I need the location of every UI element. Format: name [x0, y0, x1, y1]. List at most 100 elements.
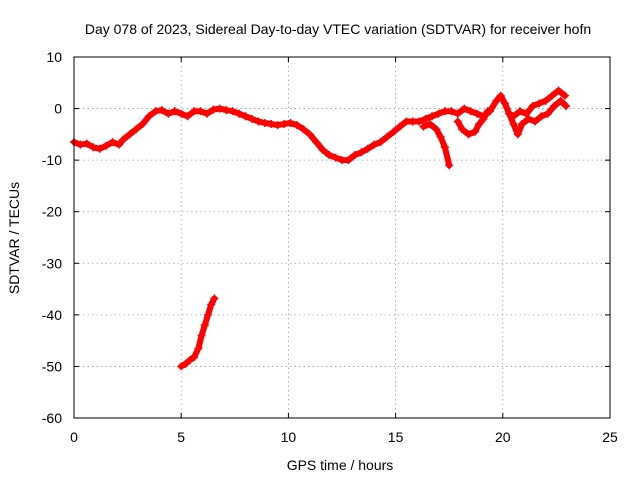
- plot-frame: [73, 56, 611, 419]
- data-point: [299, 125, 308, 134]
- data-point: [466, 107, 475, 116]
- data-point: [102, 141, 111, 150]
- data-point: [434, 109, 443, 118]
- data-point: [318, 145, 327, 154]
- data-point: [483, 107, 492, 116]
- data-point: [312, 138, 321, 147]
- data-point: [370, 140, 379, 149]
- series-lower: [177, 294, 219, 371]
- data-point: [535, 99, 544, 108]
- data-point: [513, 130, 522, 139]
- data-point: [200, 321, 209, 330]
- data-point: [445, 161, 454, 170]
- data-point: [492, 96, 501, 105]
- data-point: [181, 359, 190, 368]
- y-tick-label: -30: [42, 255, 62, 271]
- data-point: [389, 127, 398, 136]
- data-point: [419, 122, 428, 131]
- data-point: [207, 300, 216, 309]
- chart-title: Day 078 of 2023, Sidereal Day-to-day VTE…: [85, 21, 591, 37]
- data-point: [228, 107, 237, 116]
- data-point: [344, 156, 353, 165]
- data-point: [196, 107, 205, 116]
- y-tick-label: -10: [42, 152, 62, 168]
- data-point: [115, 140, 124, 149]
- data-point: [425, 120, 434, 129]
- x-tick-label: 15: [388, 429, 404, 445]
- data-point: [183, 112, 192, 121]
- data-point: [550, 101, 559, 110]
- data-point: [473, 109, 482, 118]
- data-point: [76, 140, 85, 149]
- data-point: [464, 130, 473, 139]
- data-point: [222, 106, 231, 115]
- data-point: [267, 120, 276, 129]
- data-point: [479, 114, 488, 123]
- data-point: [357, 148, 366, 157]
- series-trace: [178, 295, 218, 370]
- data-point: [518, 120, 527, 129]
- data-point: [280, 120, 289, 129]
- data-point: [537, 112, 546, 121]
- data-point: [177, 109, 186, 118]
- data-point: [260, 119, 269, 128]
- data-point: [509, 120, 518, 129]
- data-point: [428, 112, 437, 121]
- data-point: [132, 125, 141, 134]
- data-point: [530, 117, 539, 126]
- data-point: [554, 86, 563, 95]
- axis-ticks: 0 5 10 15 20 25 10 0 -10 -20 -30 -40 -50 -60: [42, 49, 618, 445]
- data-point: [254, 117, 263, 126]
- data-point: [215, 104, 224, 113]
- data-point: [170, 107, 179, 116]
- y-tick-label: 10: [46, 49, 62, 65]
- data-point: [458, 125, 467, 134]
- data-point: [528, 101, 537, 110]
- data-point: [500, 99, 509, 108]
- series-loop-17: [419, 120, 454, 170]
- data-point: [273, 121, 282, 130]
- data-point: [305, 130, 314, 139]
- series-main: [70, 86, 569, 165]
- x-tick-label: 0: [70, 429, 78, 445]
- data-point: [331, 153, 340, 162]
- data-point: [453, 109, 462, 118]
- data-point: [524, 114, 533, 123]
- y-tick-label: -40: [42, 307, 62, 323]
- data-point: [247, 114, 256, 123]
- data-point: [543, 109, 552, 118]
- data-point: [241, 112, 250, 121]
- data-point: [108, 138, 117, 147]
- data-point: [125, 130, 134, 139]
- data-point: [209, 105, 218, 114]
- y-tick-label: -60: [42, 410, 62, 426]
- series-loop-18: [453, 107, 492, 139]
- data-point: [522, 109, 531, 118]
- data-point: [363, 144, 372, 153]
- data-point: [82, 139, 91, 148]
- data-point: [164, 109, 173, 118]
- data-point: [138, 120, 147, 129]
- data-point: [475, 120, 484, 129]
- data-point: [470, 127, 479, 136]
- data-point: [447, 107, 456, 116]
- data-point: [325, 150, 334, 159]
- series-loop-20: [505, 96, 571, 139]
- data-point: [376, 138, 385, 147]
- data-point: [505, 109, 514, 118]
- data-point: [95, 144, 104, 153]
- data-point: [421, 114, 430, 123]
- data-point: [145, 112, 154, 121]
- data-point: [177, 362, 186, 371]
- data-point: [185, 356, 194, 365]
- data-point: [460, 104, 469, 113]
- data-point: [151, 107, 160, 116]
- data-point: [432, 125, 441, 134]
- data-point: [204, 310, 212, 319]
- data-series: [70, 86, 571, 371]
- data-point: [119, 135, 128, 144]
- data-point: [453, 117, 462, 126]
- y-tick-label: -50: [42, 358, 62, 374]
- data-point: [548, 91, 557, 100]
